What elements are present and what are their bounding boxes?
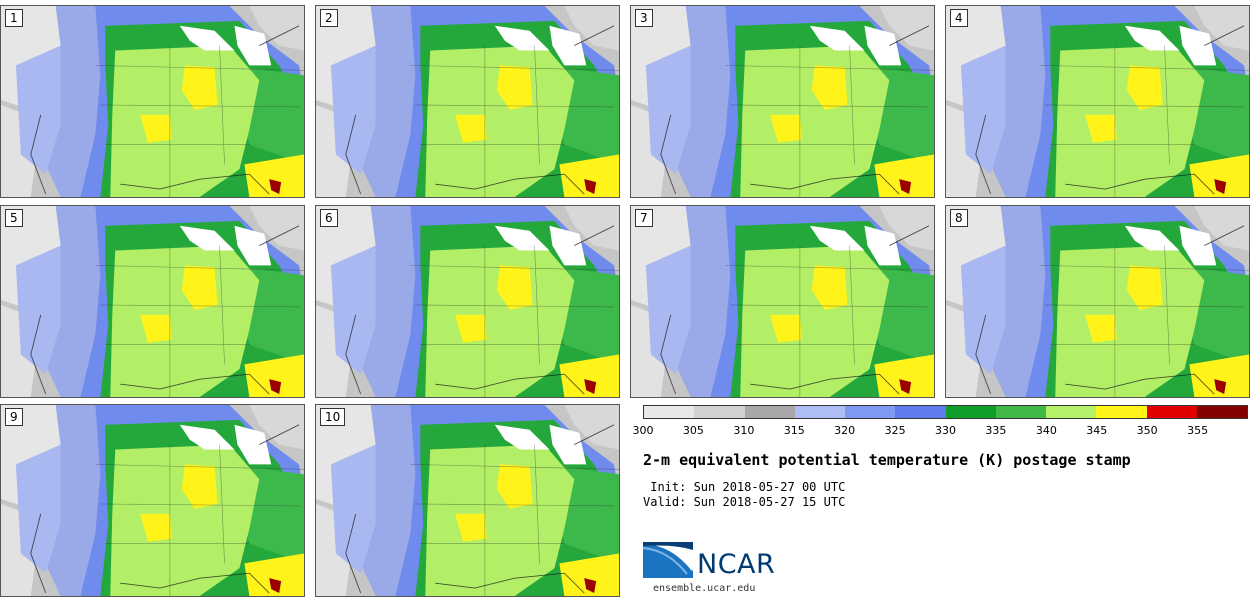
ncar-logo-icon [643, 540, 695, 578]
colorbar-segment [995, 406, 1046, 418]
colorbar-segment [1046, 406, 1097, 418]
member-label: 1 [5, 9, 23, 27]
temperature-map [946, 6, 1249, 197]
member-label: 6 [320, 209, 338, 227]
colorbar-segment [845, 406, 896, 418]
temperature-map [631, 6, 934, 197]
colorbar-tick-label: 310 [733, 424, 755, 437]
member-label: 4 [950, 9, 968, 27]
colorbar-tick-label: 305 [682, 424, 704, 437]
temperature-map [316, 206, 619, 397]
postage-stamp: 8 [945, 205, 1250, 398]
member-label: 5 [5, 209, 23, 227]
member-label: 2 [320, 9, 338, 27]
postage-stamp: 5 [0, 205, 305, 398]
temperature-map [1, 405, 304, 596]
member-label: 10 [320, 408, 346, 426]
colorbar-tick-label: 320 [834, 424, 856, 437]
temperature-map [316, 405, 619, 596]
colorbar-tick-label: 300 [632, 424, 654, 437]
colorbar-tick-label: 315 [783, 424, 805, 437]
temperature-map [1, 206, 304, 397]
member-label: 9 [5, 408, 23, 426]
temperature-map [631, 206, 934, 397]
postage-stamp: 2 [315, 5, 620, 198]
postage-stamp: 9 [0, 404, 305, 597]
postage-stamp: 7 [630, 205, 935, 398]
member-label: 8 [950, 209, 968, 227]
colorbar [643, 405, 1248, 419]
colorbar-segment [1196, 406, 1247, 418]
chart-title: 2-m equivalent potential temperature (K)… [643, 451, 1131, 469]
colorbar-segment [1096, 406, 1147, 418]
colorbar-tick-label: 335 [985, 424, 1007, 437]
colorbar-segment [644, 406, 695, 418]
member-label: 3 [635, 9, 653, 27]
postage-stamp: 4 [945, 5, 1250, 198]
postage-stamp: 10 [315, 404, 620, 597]
url-text: ensemble.ucar.edu [653, 583, 756, 594]
colorbar-tick-label: 325 [884, 424, 906, 437]
colorbar-segment [794, 406, 845, 418]
temperature-map [1, 6, 304, 197]
postage-stamp: 3 [630, 5, 935, 198]
temperature-map [316, 6, 619, 197]
valid-time: Valid: Sun 2018-05-27 15 UTC [643, 495, 846, 509]
colorbar-segment [895, 406, 946, 418]
colorbar-segment [1146, 406, 1197, 418]
init-time: Init: Sun 2018-05-27 00 UTC [643, 480, 846, 494]
colorbar-tick-label: 350 [1136, 424, 1158, 437]
colorbar-segment [945, 406, 996, 418]
logo-text: NCAR [697, 549, 776, 580]
postage-stamp: 6 [315, 205, 620, 398]
postage-stamp: 1 [0, 5, 305, 198]
colorbar-tick-label: 355 [1187, 424, 1209, 437]
colorbar-segment [744, 406, 795, 418]
colorbar-tick-label: 330 [935, 424, 956, 437]
colorbar-tick-label: 340 [1035, 424, 1057, 437]
temperature-map [946, 206, 1249, 397]
colorbar-segment [694, 406, 745, 418]
colorbar-ticks: 300 305 310 315 320 325 330 335 340 345 350 355 [633, 424, 1248, 438]
member-label: 7 [635, 209, 653, 227]
colorbar-tick-label: 345 [1086, 424, 1108, 437]
